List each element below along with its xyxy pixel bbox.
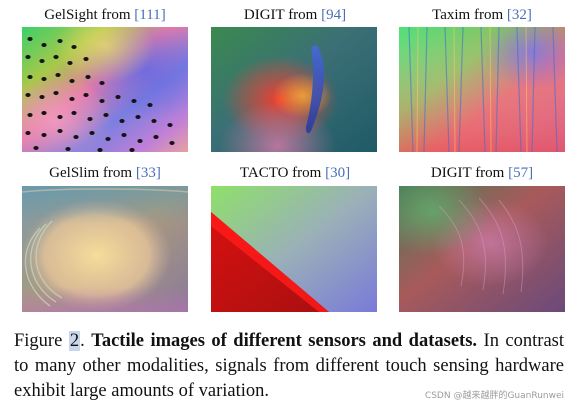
citation-link[interactable]: 57 — [513, 165, 529, 181]
citation-link[interactable]: 30 — [330, 165, 346, 181]
figure-number: 2 — [68, 331, 81, 351]
digit-tactile-image — [211, 27, 377, 152]
caption-digit-2: DIGIT from [57] — [430, 165, 534, 181]
caption-gelsight: GelSight from [111] — [44, 7, 166, 23]
citation-link[interactable]: 111 — [139, 7, 161, 23]
figure-caption: Figure 2. Tactile images of different se… — [14, 331, 564, 401]
gelsight-tactile-image — [22, 27, 188, 152]
caption-gelslim: GelSlim from [33] — [49, 165, 161, 181]
citation-link[interactable]: 94 — [326, 7, 342, 23]
tacto-tactile-image — [211, 186, 377, 312]
citation-link[interactable]: 33 — [140, 165, 156, 181]
digit-2-tactile-image — [399, 186, 565, 312]
caption-taxim: Taxim from [32] — [432, 7, 532, 23]
gelslim-tactile-image — [22, 186, 188, 312]
figure-caption-text: In contrast to many other modalities, si… — [14, 331, 564, 401]
taxim-tactile-image — [399, 27, 565, 152]
caption-digit: DIGIT from [94] — [243, 7, 347, 23]
figure-caption-title: Tactile images of different sensors and … — [91, 331, 478, 351]
watermark: CSDN @越来越胖的GuanRunwei — [424, 391, 564, 401]
citation-link[interactable]: 32 — [511, 7, 527, 23]
caption-tacto: TACTO from [30] — [239, 165, 351, 181]
